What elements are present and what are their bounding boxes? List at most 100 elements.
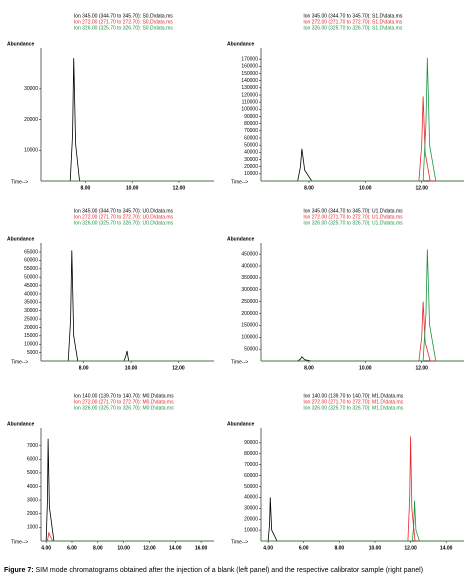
chromatogram-line [41,250,214,362]
y-tick-label: 30000 [24,86,38,92]
chromatogram-line [41,438,214,542]
legend-entry: Ion 345.00 (344.70 to 345.70): S1.D\data… [303,13,402,19]
chromatogram-line [261,57,464,182]
y-axis-label: Abundance [7,421,34,427]
legend-entry: Ion 326.00 (325.70 to 326.70): S1.D\data… [303,25,402,31]
y-tick-label: 80000 [244,451,258,457]
x-tick-label: 16.00 [195,545,208,551]
chromatogram-line [261,148,464,182]
y-tick-label: 50000 [244,142,258,148]
y-tick-label: 35000 [24,300,38,306]
y-tick-label: 40000 [244,495,258,501]
y-tick-label: 1000 [27,525,38,531]
y-tick-label: 120000 [241,92,258,98]
legend-entry: Ion 345.00 (344.70 to 345.70): U0.D\data… [74,208,174,214]
y-tick-label: 7000 [27,443,38,449]
chromatogram-line [261,500,464,542]
y-tick-label: 25000 [24,316,38,322]
y-tick-label: 5000 [27,350,38,356]
x-tick-label: 8.00 [93,545,103,551]
legend-entry: Ion 345.00 (344.70 to 345.70): U1.D\data… [303,208,403,214]
y-tick-label: 45000 [24,283,38,289]
legend-entry: Ion 272.00 (271.70 to 272.70): M1.D\data… [303,399,403,405]
y-tick-label: 350000 [241,275,258,281]
y-tick-label: 4000 [27,484,38,490]
y-tick-label: 30000 [244,506,258,512]
y-axis-label: Abundance [227,41,254,47]
x-tick-label: 14.00 [169,545,182,551]
chromatogram-line [261,249,464,362]
y-tick-label: 100000 [241,335,258,341]
x-tick-label: 6.00 [67,545,77,551]
y-tick-label: 30000 [244,157,258,163]
legend-entry: Ion 326.00 (325.70 to 326.70): S0.D\data… [74,25,173,31]
y-tick-label: 100000 [241,107,258,113]
y-tick-label: 130000 [241,85,258,91]
y-axis-label: Abundance [227,421,254,427]
legend-entry: Ion 272.00 (271.70 to 272.70): S1.D\data… [303,19,402,25]
y-tick-label: 20000 [24,325,38,331]
legend-entry: Ion 272.00 (271.70 to 272.70): U1.D\data… [303,214,403,220]
y-tick-label: 200000 [241,311,258,317]
y-tick-label: 50000 [24,275,38,281]
x-tick-label: 8.00 [304,185,314,191]
y-tick-label: 5000 [27,470,38,476]
y-tick-label: 20000 [244,164,258,170]
x-tick-label: 8.00 [81,185,91,191]
x-tick-label: 10.00 [117,545,130,551]
y-tick-label: 150000 [241,323,258,329]
legend-entry: Ion 326.00 (325.70 to 326.70): M0.D\data… [74,405,174,411]
x-tick-label: 4.00 [263,545,273,551]
x-axis-label: Time--> [231,359,248,365]
x-tick-label: 8.00 [334,545,344,551]
x-tick-label: 10.00 [126,185,139,191]
legend-entry: Ion 272.00 (271.70 to 272.70): M0.D\data… [74,399,174,405]
y-tick-label: 110000 [242,99,259,105]
legend-entry: Ion 345.00 (344.70 to 345.70): S0.D\data… [74,13,173,19]
x-tick-label: 10.00 [369,545,382,551]
x-tick-label: 12.00 [173,185,186,191]
legend-entry: Ion 272.00 (271.70 to 272.70): S0.D\data… [74,19,173,25]
y-tick-label: 60000 [244,473,258,479]
x-tick-label: 14.00 [440,545,453,551]
chromatogram-line [41,58,214,182]
y-tick-label: 160000 [241,64,258,70]
chromatogram-line [261,301,464,362]
chromatogram-line [41,531,214,542]
y-tick-label: 65000 [24,249,38,255]
y-tick-label: 140000 [241,78,258,84]
legend-entry: Ion 326.00 (325.70 to 326.70): U1.D\data… [303,220,403,226]
chromatogram-line [261,497,464,542]
x-tick-label: 12.00 [415,365,428,371]
x-tick-label: 10.00 [359,185,372,191]
y-tick-label: 40000 [244,150,258,156]
y-tick-label: 15000 [24,333,38,339]
y-tick-label: 70000 [244,462,258,468]
y-tick-label: 10000 [244,527,258,533]
y-tick-label: 90000 [244,114,258,120]
chromatogram-line [261,436,464,542]
y-tick-label: 20000 [244,517,258,523]
y-tick-label: 80000 [244,121,258,127]
legend-entry: Ion 326.00 (325.70 to 326.70): U0.D\data… [74,220,174,226]
legend-entry: Ion 140.00 (139.70 to 140.70): M0.D\data… [74,393,174,399]
y-axis-label: Abundance [7,236,34,242]
y-tick-label: 3000 [27,497,38,503]
x-tick-label: 12.00 [404,545,417,551]
y-tick-label: 2000 [27,511,38,517]
y-tick-label: 20000 [24,117,38,123]
caption-label: Figure 7: [4,567,34,574]
y-tick-label: 450000 [241,251,258,257]
chromatogram-line [261,356,464,362]
y-tick-label: 55000 [24,266,38,272]
x-tick-label: 12.00 [143,545,156,551]
legend-entry: Ion 326.00 (325.70 to 326.70): M1.D\data… [303,405,403,411]
x-tick-label: 4.00 [41,545,51,551]
y-tick-label: 70000 [244,128,258,134]
x-tick-label: 10.00 [125,365,138,371]
y-tick-label: 60000 [244,135,258,141]
caption-text: SIM mode chromatograms obtained after th… [36,567,424,574]
x-tick-label: 12.00 [172,365,185,371]
